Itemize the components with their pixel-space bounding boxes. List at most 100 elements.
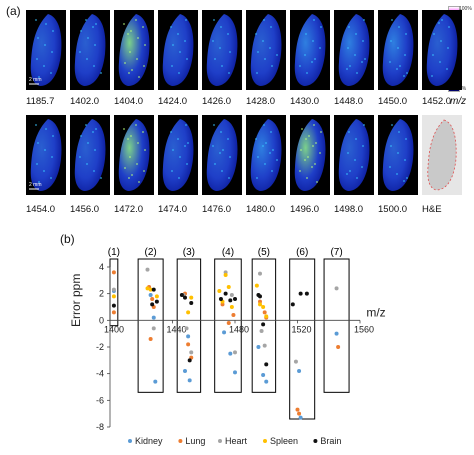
- data-point-heart: [151, 326, 156, 331]
- data-point-kidney: [186, 334, 191, 339]
- tissue-section: [206, 14, 238, 86]
- data-point-kidney: [151, 315, 156, 320]
- ms-image-tile: [70, 10, 110, 90]
- group-box: [251, 258, 277, 393]
- ms-image-tile: [202, 115, 242, 195]
- data-point-spleen: [111, 294, 116, 299]
- tissue-section: [250, 119, 282, 191]
- he-stain-image: [422, 115, 462, 195]
- ms-image-tile: [334, 10, 374, 90]
- tissue-section: [382, 119, 414, 191]
- mz-value-label: 1456.0: [70, 204, 100, 215]
- tissue-section: [30, 14, 62, 86]
- x-tick-label: 1520: [291, 324, 311, 334]
- mz-unit-label: m/z: [450, 96, 467, 107]
- legend-marker: [178, 439, 183, 443]
- data-point-brain: [223, 291, 228, 296]
- tissue-section: [294, 119, 326, 191]
- tissue-section: [74, 119, 106, 191]
- data-point-brain: [187, 358, 192, 363]
- data-point-brain: [150, 302, 155, 307]
- data-point-brain: [183, 295, 187, 300]
- mz-value-label: 1424.0: [158, 96, 188, 107]
- y-tick-label: 0: [99, 315, 104, 325]
- he-tissue-outline: [427, 119, 457, 191]
- error-ppm-chart: (1) (2) (3) (4) (5) (6) (7) 4 2 0 -2 -4 -6 -8 1400 1440…: [69, 247, 386, 446]
- data-point-kidney: [153, 379, 158, 384]
- scale-bar-label: 2 mm: [29, 182, 42, 188]
- mz-value-label: 1426.0: [202, 96, 232, 107]
- legend-label: Brain: [320, 436, 341, 446]
- data-point-brain: [218, 297, 223, 301]
- ms-image-tile: [334, 115, 374, 195]
- tissue-section: [426, 14, 458, 86]
- tissue-section: [250, 14, 282, 86]
- data-point-lung: [150, 297, 155, 301]
- data-point-brain: [189, 301, 194, 305]
- group-box: [323, 258, 350, 393]
- legend-marker: [263, 439, 267, 443]
- data-point-kidney: [298, 415, 303, 420]
- ms-image-tile: 2 mm: [26, 10, 66, 90]
- data-point-kidney: [228, 351, 233, 356]
- legend-marker: [313, 439, 318, 443]
- data-point-brain: [261, 322, 266, 327]
- ms-image-tile: [158, 10, 198, 90]
- data-point-spleen: [226, 285, 231, 289]
- y-tick-label: -8: [96, 422, 104, 432]
- legend-marker: [128, 439, 132, 443]
- ms-image-tile: [70, 115, 110, 195]
- tissue-section: [30, 119, 62, 191]
- data-point-spleen: [264, 314, 269, 319]
- data-point-spleen: [154, 294, 159, 299]
- y-tick-label: -6: [96, 395, 104, 405]
- data-point-brain: [304, 291, 309, 296]
- data-point-lung: [226, 321, 231, 325]
- ms-image-tile: [246, 115, 286, 195]
- group-label: (7): [330, 247, 342, 258]
- ms-image-tile: [114, 10, 154, 90]
- group-label: (4): [222, 247, 234, 258]
- data-point-brain: [233, 297, 237, 301]
- data-point-spleen: [254, 283, 259, 288]
- data-point-kidney: [148, 293, 153, 297]
- ms-image-row-2: 2 mm: [26, 115, 466, 195]
- tissue-section: [338, 14, 370, 86]
- mz-value-label: 1498.0: [334, 204, 364, 215]
- data-point-kidney: [183, 369, 187, 373]
- data-point-heart: [184, 326, 189, 331]
- data-point-spleen: [145, 286, 150, 291]
- data-point-spleen: [148, 287, 153, 292]
- data-point-spleen: [261, 305, 266, 309]
- data-point-kidney: [187, 378, 192, 383]
- x-axis-label: m/z: [366, 305, 385, 319]
- data-point-kidney: [222, 330, 227, 335]
- mz-value-label: 1185.7: [26, 96, 55, 107]
- ms-image-tile: [378, 10, 418, 90]
- data-point-kidney: [256, 345, 261, 349]
- data-point-kidney: [261, 373, 266, 377]
- data-point-lung: [336, 345, 341, 349]
- ms-image-tile: [290, 10, 330, 90]
- y-tick-label: 4: [99, 262, 104, 272]
- data-point-spleen: [223, 273, 228, 277]
- data-point-lung: [148, 337, 153, 341]
- data-point-kidney: [334, 331, 339, 336]
- data-point-spleen: [229, 305, 234, 309]
- data-point-heart: [334, 286, 339, 291]
- mz-value-label: 1452.0: [422, 96, 452, 107]
- data-point-lung: [231, 313, 236, 317]
- scale-bar-label: 2 mm: [29, 77, 42, 83]
- data-point-brain: [298, 291, 303, 296]
- data-point-lung: [111, 310, 116, 315]
- data-point-brain: [154, 299, 159, 304]
- x-tick-label: 1480: [229, 324, 249, 334]
- data-point-spleen: [217, 289, 222, 293]
- mz-value-label: 1450.0: [378, 96, 408, 107]
- data-point-brain: [179, 293, 184, 297]
- data-point-brain: [151, 287, 156, 292]
- ms-image-tile: [422, 10, 462, 90]
- group-label: (1): [108, 247, 120, 258]
- data-point-heart: [293, 359, 298, 364]
- data-point-heart: [111, 287, 116, 292]
